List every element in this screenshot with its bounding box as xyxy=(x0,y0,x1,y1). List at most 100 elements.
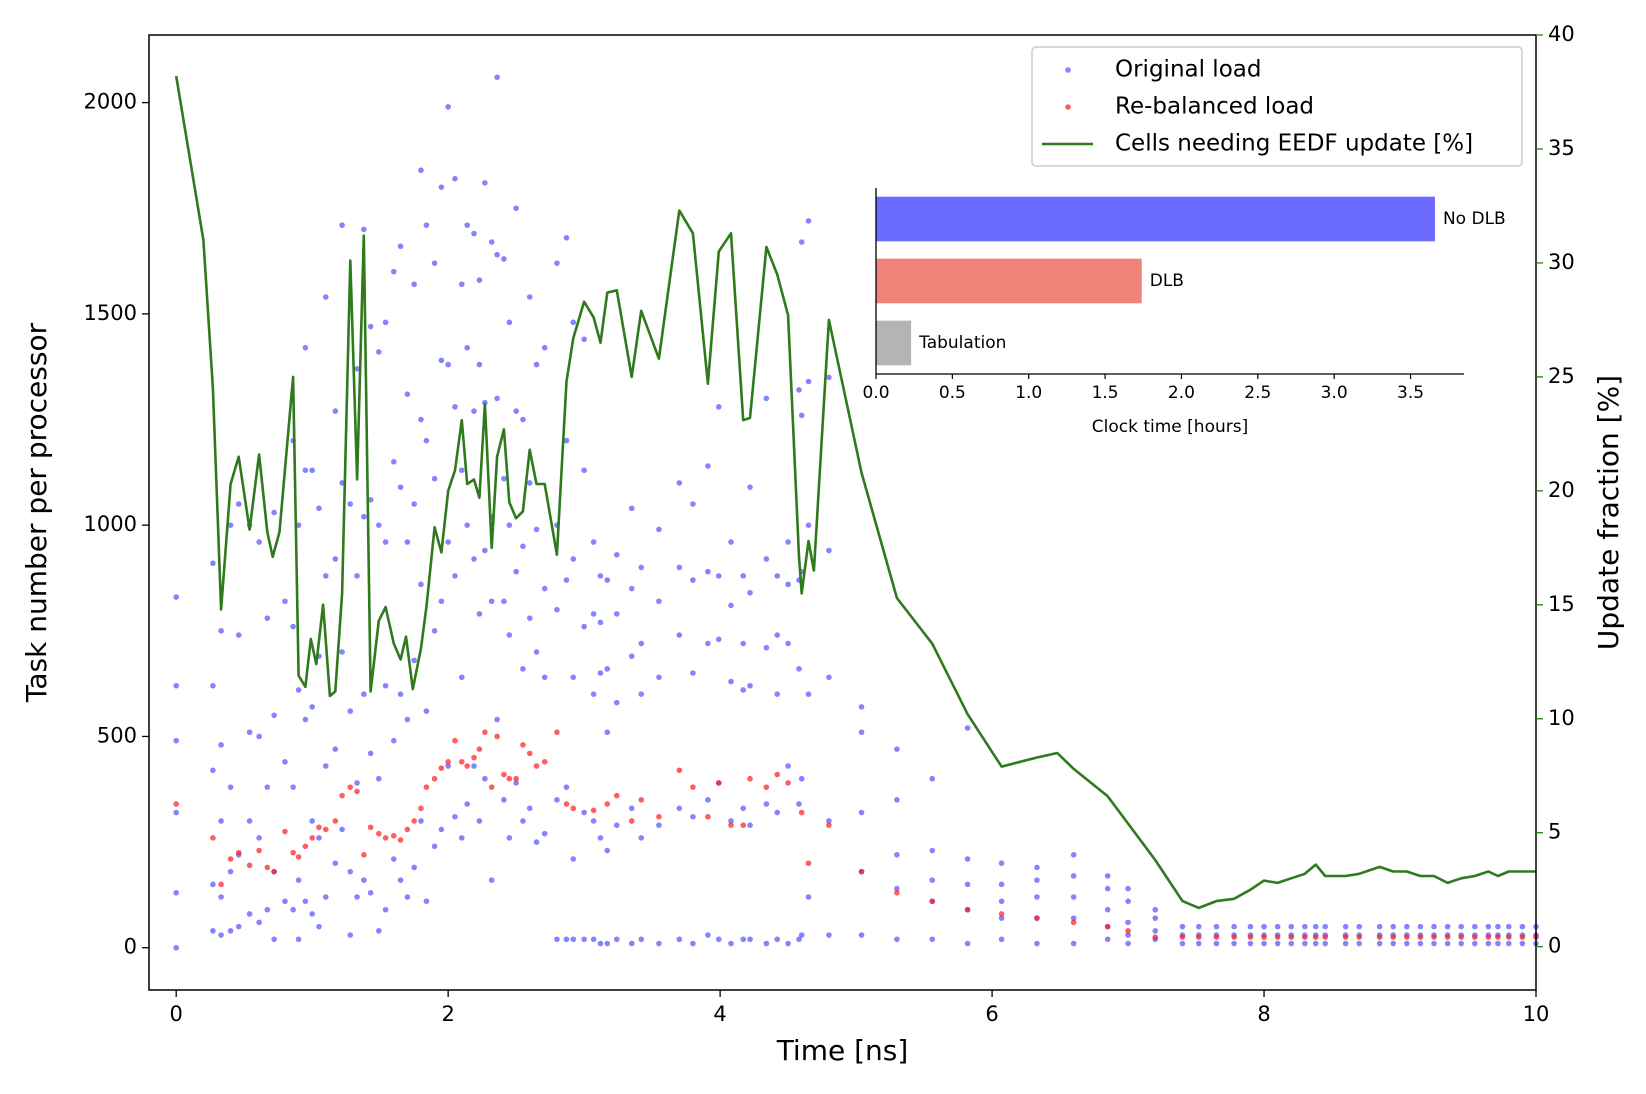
scatter-point xyxy=(785,763,791,769)
y2-tick-label: 0 xyxy=(1548,934,1561,958)
scatter-point xyxy=(1472,934,1478,940)
scatter-point xyxy=(506,522,513,528)
scatter-point xyxy=(805,218,812,224)
scatter-point xyxy=(826,547,832,554)
scatter-point xyxy=(464,522,470,528)
scatter-point xyxy=(404,716,411,723)
scatter-point xyxy=(1458,940,1465,947)
scatter-point xyxy=(628,585,635,592)
scatter-point xyxy=(858,932,865,938)
scatter-point xyxy=(554,606,560,613)
scatter-point xyxy=(397,484,404,490)
scatter-point xyxy=(1213,923,1220,930)
scatter-point xyxy=(1444,923,1451,930)
scatter-point xyxy=(367,323,374,330)
scatter-point xyxy=(597,835,604,841)
scatter-point xyxy=(1288,940,1295,947)
scatter-point xyxy=(1342,923,1349,930)
scatter-point xyxy=(397,877,404,883)
scatter-point xyxy=(785,780,791,786)
scatter-point xyxy=(541,759,548,765)
scatter-point xyxy=(1302,934,1308,940)
scatter-point xyxy=(411,281,417,288)
scatter-point xyxy=(590,807,597,814)
scatter-point xyxy=(347,501,354,507)
scatter-point xyxy=(526,294,533,300)
scatter-point xyxy=(1376,940,1383,947)
scatter-point xyxy=(1472,940,1478,947)
scatter-point xyxy=(604,577,611,583)
scatter-point xyxy=(1495,940,1501,947)
scatter-point xyxy=(404,826,411,833)
scatter-point xyxy=(476,818,483,824)
y-tick-label: 1500 xyxy=(84,301,137,325)
scatter-point xyxy=(210,881,216,888)
plot-frame xyxy=(148,34,1537,991)
scatter-point xyxy=(520,666,526,672)
scatter-point xyxy=(526,750,533,757)
scatter-point xyxy=(656,674,662,681)
scatter-point xyxy=(218,894,224,900)
scatter-point xyxy=(256,847,262,854)
scatter-point xyxy=(290,849,296,856)
x-axis-label: Time [ns] xyxy=(776,1034,909,1067)
scatter-point xyxy=(452,813,458,820)
scatter-point xyxy=(526,615,533,621)
scatter-point xyxy=(798,412,805,419)
scatter-point xyxy=(423,784,430,790)
scatter-point xyxy=(805,378,812,385)
scatter-point xyxy=(929,898,936,905)
scatter-point xyxy=(227,868,234,875)
scatter-point xyxy=(1495,934,1501,940)
scatter-point xyxy=(322,573,329,579)
scatter-point xyxy=(290,623,296,630)
scatter-point xyxy=(1444,934,1451,940)
scatter-point xyxy=(1195,923,1202,930)
scatter-point xyxy=(256,539,262,545)
scatter-point xyxy=(210,928,216,934)
scatter-point xyxy=(1404,923,1410,930)
scatter-point xyxy=(376,928,382,934)
scatter-point xyxy=(1034,894,1040,900)
x-tick-label: 6 xyxy=(985,1002,998,1026)
x-tick-label: 2 xyxy=(441,1002,454,1026)
scatter-point xyxy=(705,932,711,938)
legend-label: Re-balanced load xyxy=(1115,94,1314,120)
scatter-point xyxy=(309,818,315,824)
scatter-point xyxy=(604,847,611,854)
scatter-point xyxy=(894,851,900,858)
scatter-point xyxy=(1261,934,1267,940)
scatter-point xyxy=(1231,940,1237,947)
scatter-point xyxy=(1125,928,1131,934)
scatter-point xyxy=(763,801,770,807)
y2-tick-label: 35 xyxy=(1548,136,1575,160)
scatter-point xyxy=(740,936,747,943)
scatter-point xyxy=(173,809,179,816)
scatter-point xyxy=(563,577,570,583)
scatter-point xyxy=(533,526,540,533)
scatter-point xyxy=(964,725,971,731)
legend-box xyxy=(1031,46,1523,167)
scatter-point xyxy=(1342,940,1349,947)
scatter-point xyxy=(309,835,315,841)
scatter-point xyxy=(526,480,533,486)
scatter-point xyxy=(581,467,587,474)
scatter-point xyxy=(747,822,753,828)
scatter-point xyxy=(581,336,587,343)
scatter-point xyxy=(728,818,734,824)
scatter-point xyxy=(929,936,936,943)
scatter-point xyxy=(705,463,711,469)
scatter-point xyxy=(494,74,500,81)
scatter-point xyxy=(1519,940,1526,947)
scatter-point xyxy=(218,628,224,634)
scatter-point xyxy=(1356,940,1363,947)
scatter-point xyxy=(382,906,389,913)
scatter-point xyxy=(581,623,587,630)
scatter-point xyxy=(376,349,382,355)
scatter-point xyxy=(715,636,722,643)
scatter-point xyxy=(520,742,526,748)
scatter-point xyxy=(894,936,900,943)
y2-tick-label: 20 xyxy=(1548,478,1575,502)
scatter-point xyxy=(597,670,604,676)
scatter-point xyxy=(964,906,971,913)
